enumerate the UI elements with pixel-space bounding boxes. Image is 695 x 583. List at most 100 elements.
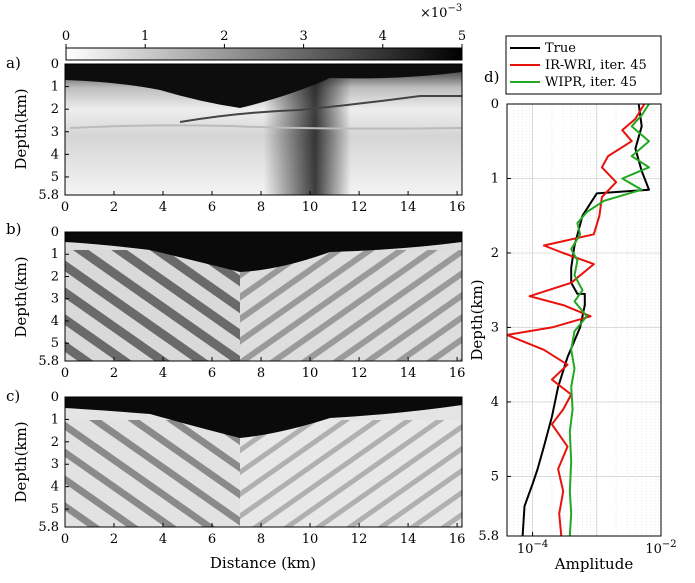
d-x-tick-label: 10−4	[517, 539, 548, 557]
d-y-tick-label: 5	[491, 469, 499, 484]
colorbar: 0 1 2 3 4 5 ×10−3	[62, 3, 466, 61]
y-tick-label: 5.8	[38, 188, 59, 203]
x-tick-label: 8	[257, 366, 265, 381]
panel-c-ylabel: Depth(km)	[12, 421, 30, 502]
y-tick-label: 5	[51, 502, 59, 517]
y-tick-label: 3	[51, 125, 59, 140]
x-tick-label: 2	[110, 366, 118, 381]
x-tick-label: 8	[257, 200, 265, 215]
d-y-tick-label: 3	[491, 320, 499, 335]
panel-d: d) Depth(km) Amplitude 0 1 2 3 4 5 5.8 10−4 10−…	[468, 35, 677, 573]
x-tick-label: 6	[208, 532, 216, 547]
y-tick-label: 0	[51, 225, 59, 240]
legend-label: IR-WRI, iter. 45	[545, 58, 647, 73]
x-tick-label: 10	[302, 366, 319, 381]
legend: True IR-WRI, iter. 45 WIPR, iter. 45	[505, 35, 662, 95]
panel-c-frame	[64, 396, 463, 528]
y-tick-label: 2	[51, 269, 59, 284]
panel-c-left-waves	[65, 420, 240, 527]
y-tick-label: 0	[51, 390, 59, 405]
x-tick-label: 14	[400, 200, 417, 215]
x-tick-label: 6	[208, 366, 216, 381]
panel-a-label: a)	[6, 54, 21, 72]
x-tick-label: 4	[159, 532, 167, 547]
x-tick-label: 0	[61, 366, 69, 381]
panel-a-reflector	[179, 95, 462, 123]
panel-b-left-waves	[65, 250, 240, 361]
panel-a-dark-layer	[65, 64, 462, 108]
panel-d-label: d)	[484, 68, 499, 86]
y-tick-label: 3	[51, 292, 59, 307]
x-tick-label: 10	[302, 532, 319, 547]
x-tick-label: 12	[351, 200, 368, 215]
x-tick-label: 4	[159, 366, 167, 381]
colorbar-tick-label: 4	[379, 29, 387, 44]
x-tick-label: 0	[61, 532, 69, 547]
y-tick-label: 4	[51, 147, 59, 162]
y-tick-label: 5	[51, 170, 59, 185]
legend-label: WIPR, iter. 45	[545, 75, 637, 90]
d-x-tick-label: 10−2	[645, 539, 676, 557]
panel-b-ylabel: Depth(km)	[12, 256, 30, 337]
x-tick-label: 2	[110, 200, 118, 215]
x-tick-label: 4	[159, 200, 167, 215]
panel-c-right-waves	[240, 420, 462, 527]
colorbar-tick-label: 5	[458, 29, 466, 44]
series-line-1	[507, 104, 646, 536]
x-tick-label: 12	[351, 366, 368, 381]
colorbar-exponent: ×10−3	[420, 3, 462, 21]
panel-c-xlabel: Distance (km)	[210, 554, 316, 572]
panel-d-xlabel: Amplitude	[554, 555, 634, 573]
panel-b-right-waves	[240, 250, 462, 361]
panel-d-ylabel: Depth(km)	[468, 279, 486, 360]
colorbar-gradient	[65, 47, 463, 61]
d-y-tick-label: 1	[491, 171, 499, 186]
x-tick-label: 16	[449, 532, 466, 547]
colorbar-tick-label: 1	[141, 29, 149, 44]
panel-b-frame	[64, 231, 463, 362]
y-tick-label: 0	[51, 57, 59, 72]
x-tick-label: 16	[449, 200, 466, 215]
d-y-tick-label: 0	[491, 97, 499, 112]
panel-a-reflector-2	[69, 124, 462, 130]
d-y-tick-label: 4	[491, 395, 499, 410]
y-tick-label: 3	[51, 457, 59, 472]
x-tick-label: 0	[61, 200, 69, 215]
panel-c-label: c)	[6, 387, 20, 405]
series-line-0	[521, 104, 650, 536]
d-y-tick-label: 2	[491, 246, 499, 261]
y-tick-label: 1	[51, 412, 59, 427]
x-tick-label: 14	[400, 366, 417, 381]
x-tick-label: 6	[208, 200, 216, 215]
d-y-tick-label: 5.8	[478, 529, 499, 544]
x-tick-label: 12	[351, 532, 368, 547]
y-tick-label: 5	[51, 336, 59, 351]
panel-b-label: b)	[6, 220, 21, 238]
panel-b-dark-top	[65, 232, 462, 272]
y-tick-label: 5.8	[38, 354, 59, 369]
colorbar-tick-label: 3	[299, 29, 307, 44]
panel-d-frame	[506, 103, 662, 537]
y-tick-label: 2	[51, 435, 59, 450]
legend-box	[505, 35, 662, 95]
y-tick-label: 1	[51, 247, 59, 262]
y-tick-label: 4	[51, 480, 59, 495]
x-tick-label: 16	[449, 366, 466, 381]
y-tick-label: 1	[51, 80, 59, 95]
colorbar-tick-label: 2	[220, 29, 228, 44]
y-tick-label: 4	[51, 314, 59, 329]
x-tick-label: 14	[400, 532, 417, 547]
x-tick-label: 10	[302, 200, 319, 215]
legend-label: True	[545, 41, 576, 56]
y-tick-label: 5.8	[38, 520, 59, 535]
x-tick-label: 2	[110, 532, 118, 547]
colorbar-tick-label: 0	[62, 29, 70, 44]
y-tick-label: 2	[51, 102, 59, 117]
panel-a-ylabel: Depth(km)	[12, 88, 30, 169]
panel-c-dark-top	[65, 397, 462, 438]
series-line-2	[568, 104, 650, 536]
